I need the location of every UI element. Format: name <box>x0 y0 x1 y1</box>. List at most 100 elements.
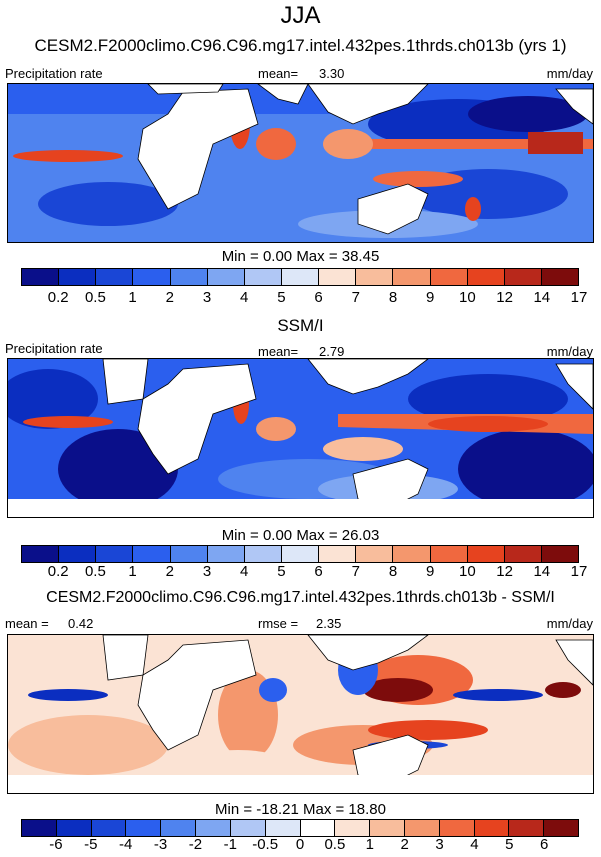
figure-title: JJA <box>280 2 321 29</box>
colorbar-tick-label: 1 <box>128 289 137 306</box>
panel2-map <box>7 358 594 518</box>
panel3-rmse-value: 2.35 <box>316 616 342 631</box>
colorbar-tick-label: 17 <box>570 563 588 580</box>
colorbar-tick-label: 6 <box>314 563 323 580</box>
panel3-mean-value: 0.42 <box>68 616 94 631</box>
colorbar-box <box>56 820 92 836</box>
colorbar-tick-label: 1 <box>128 563 137 580</box>
colorbar-box <box>170 269 208 285</box>
colorbar-tick-label: 12 <box>496 563 513 580</box>
colorbar-box <box>439 820 475 836</box>
colorbar-box <box>509 820 545 836</box>
colorbar-tick-label: 6 <box>314 289 323 306</box>
panel1-mean-value: 3.30 <box>319 66 345 81</box>
colorbar-tick-label: -3 <box>153 836 168 853</box>
colorbar-box <box>504 546 542 562</box>
colorbar-tick-label: 9 <box>426 289 435 306</box>
panel1-map <box>7 83 594 243</box>
colorbar-tick-label: -4 <box>118 836 133 853</box>
colorbar-tick-label: -6 <box>49 836 63 853</box>
colorbar-box <box>393 269 431 285</box>
panel1-units: mm/day <box>546 66 593 81</box>
colorbar-tick-label: 4 <box>240 289 249 306</box>
colorbar-tick-label: -5 <box>84 836 98 853</box>
colorbar-box <box>161 820 197 836</box>
colorbar-box <box>281 269 320 285</box>
colorbar-tick-label: 14 <box>533 289 551 306</box>
colorbar-box <box>541 269 579 285</box>
colorbar-tick-label: 9 <box>426 563 435 580</box>
colorbar-tick-label: 4 <box>240 563 249 580</box>
colorbar-box <box>265 820 301 836</box>
panel1-variable-label: Precipitation rate <box>5 66 103 81</box>
colorbar-tick-label: 0.2 <box>47 289 69 306</box>
colorbar-tick-label: -0.5 <box>252 836 279 853</box>
panel2-units: mm/day <box>546 344 593 359</box>
panel3-map <box>7 634 594 794</box>
colorbar-box <box>207 269 245 285</box>
colorbar-tick-label: 0 <box>295 836 305 853</box>
colorbar-tick-label: 0.5 <box>84 289 106 306</box>
panel1-colorbar <box>21 268 579 286</box>
colorbar-box <box>356 546 394 562</box>
colorbar-box <box>96 269 134 285</box>
panel2-variable-label: Precipitation rate <box>5 341 103 356</box>
colorbar-box <box>133 269 171 285</box>
colorbar-tick-label: 2 <box>400 836 409 853</box>
panel2-mean-label: mean= <box>258 344 299 359</box>
colorbar-tick-label: 12 <box>496 289 513 306</box>
colorbar-tick-label: 1 <box>365 836 374 853</box>
colorbar-box <box>393 546 431 562</box>
colorbar-box <box>504 269 542 285</box>
colorbar-box <box>467 546 505 562</box>
colorbar-box <box>22 820 57 836</box>
colorbar-box <box>430 269 468 285</box>
colorbar-tick-label: 10 <box>459 289 476 306</box>
colorbar-tick-label: 6 <box>539 836 549 853</box>
colorbar-box <box>230 820 266 836</box>
colorbar-tick-label: 3 <box>202 563 212 580</box>
colorbar-box <box>22 546 60 562</box>
panel2-min-max: Min = 0.00 Max = 26.03 <box>221 527 380 544</box>
colorbar-tick-label: 7 <box>351 563 360 580</box>
colorbar-box <box>207 546 245 562</box>
colorbar-box <box>300 820 336 836</box>
panel2-colorbar-ticks: 0.2 0.5 1 2 3 4 5 6 7 8 9 10 12 14 17 <box>21 563 588 581</box>
colorbar-box <box>244 269 282 285</box>
colorbar-box <box>96 546 134 562</box>
colorbar-box <box>370 820 405 836</box>
panel1-min-max: Min = 0.00 Max = 38.45 <box>221 248 380 265</box>
colorbar-tick-label: 2 <box>165 289 174 306</box>
panel3-title: CESM2.F2000climo.C96.C96.mg17.intel.432p… <box>46 589 555 606</box>
colorbar-box <box>404 820 440 836</box>
colorbar-tick-label: 8 <box>388 563 398 580</box>
colorbar-box <box>133 546 171 562</box>
colorbar-tick-label: 2 <box>165 563 174 580</box>
colorbar-tick-label: -1 <box>223 836 237 853</box>
colorbar-box <box>91 820 127 836</box>
colorbar-box <box>467 269 505 285</box>
colorbar-box <box>196 820 231 836</box>
colorbar-tick-label: 5 <box>277 289 286 306</box>
colorbar-box <box>335 820 371 836</box>
colorbar-tick-label: 14 <box>533 563 551 580</box>
panel3-colorbar <box>21 819 579 837</box>
panel1-title: CESM2.F2000climo.C96.C96.mg17.intel.432p… <box>34 36 567 55</box>
colorbar-box <box>541 546 579 562</box>
panel2-title: SSM/I <box>277 316 324 335</box>
panel3-mean-label: mean = <box>5 616 49 631</box>
colorbar-tick-label: 10 <box>459 563 476 580</box>
colorbar-box <box>281 546 320 562</box>
panel3-min-max: Min = -18.21 Max = 18.80 <box>215 801 386 818</box>
colorbar-tick-label: -2 <box>188 836 203 853</box>
colorbar-tick-label: 0.5 <box>84 563 106 580</box>
colorbar-tick-label: 8 <box>388 289 398 306</box>
colorbar-tick-label: 5 <box>505 836 514 853</box>
colorbar-tick-label: 3 <box>202 289 212 306</box>
panel3-rmse-label: rmse = <box>258 616 299 631</box>
panel2-mean-value: 2.79 <box>319 344 345 359</box>
colorbar-tick-label: 0.5 <box>324 836 346 853</box>
colorbar-box <box>126 820 162 836</box>
colorbar-tick-label: 4 <box>470 836 479 853</box>
colorbar-box <box>319 269 357 285</box>
